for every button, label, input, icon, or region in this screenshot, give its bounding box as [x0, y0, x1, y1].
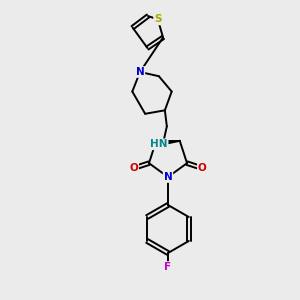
Text: F: F: [164, 262, 172, 272]
Text: O: O: [129, 163, 138, 173]
Text: N: N: [164, 172, 172, 182]
Text: S: S: [154, 14, 162, 24]
Text: HN: HN: [150, 139, 168, 149]
Text: O: O: [198, 163, 207, 173]
Text: N: N: [136, 67, 144, 77]
